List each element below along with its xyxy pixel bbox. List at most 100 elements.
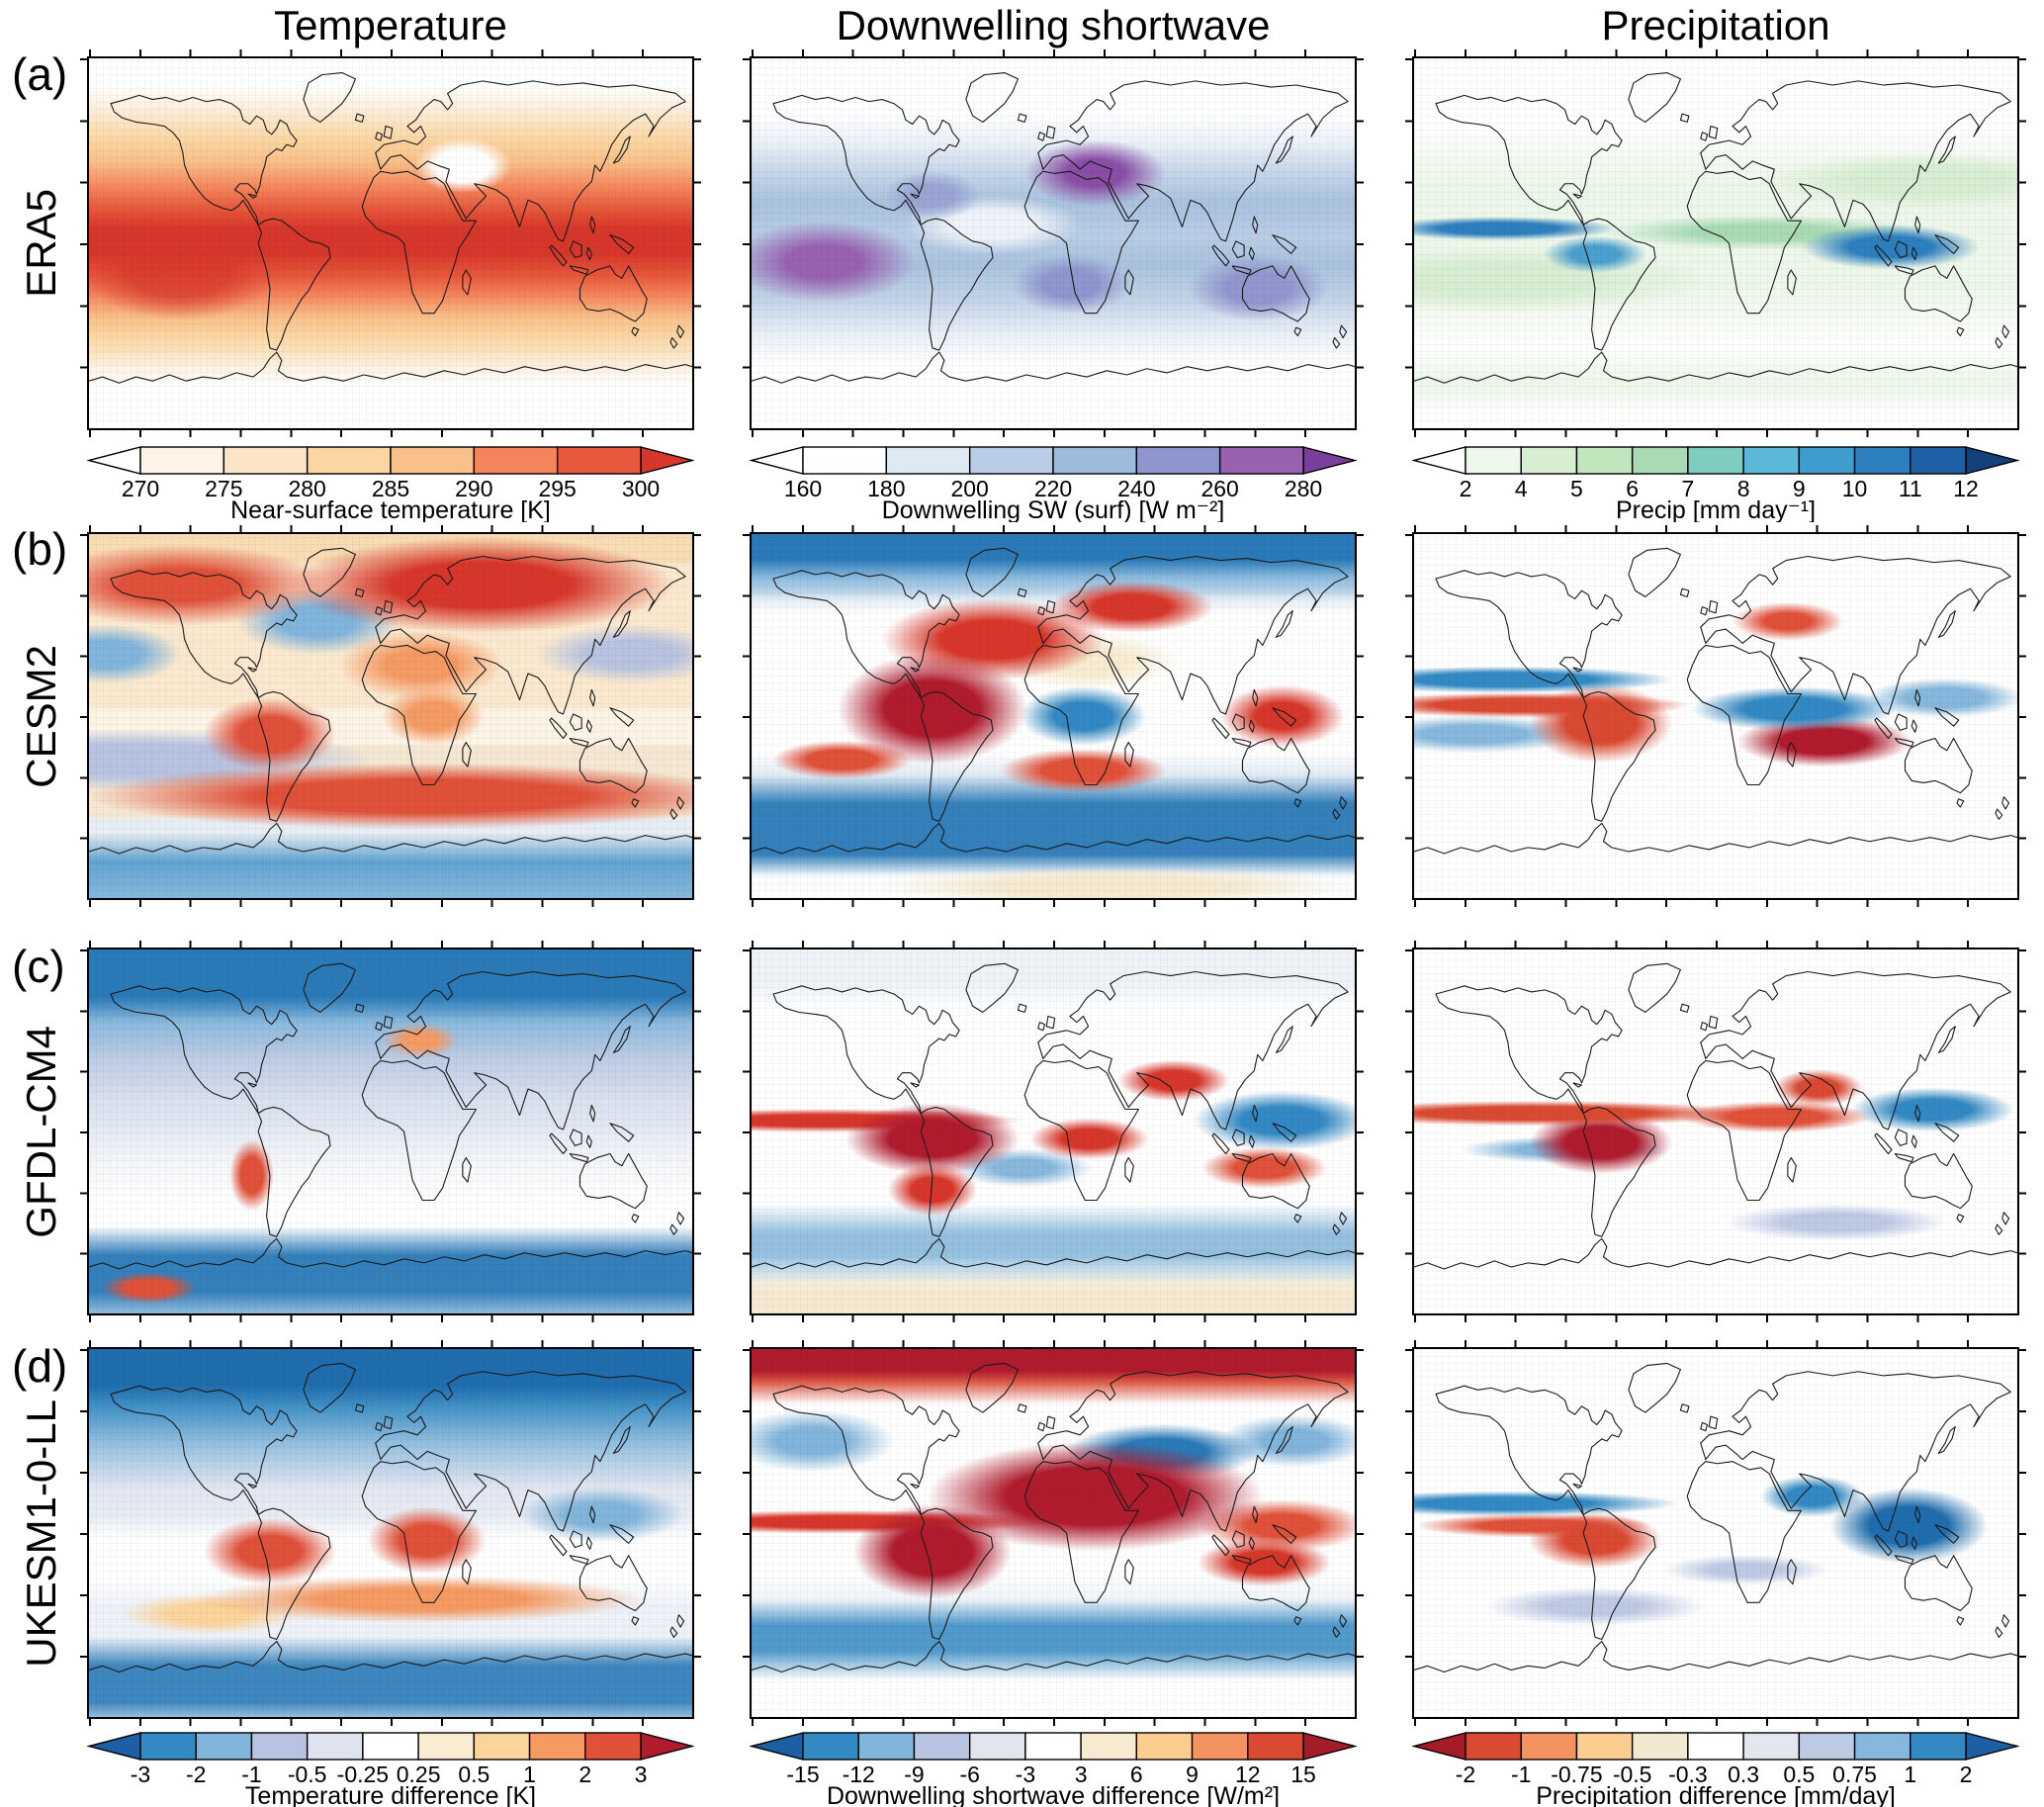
axis-ticks-top <box>1414 941 2017 948</box>
axis-ticks-left <box>1405 58 1412 428</box>
world-coastline <box>1414 1362 2017 1673</box>
field-cesm2-precipitation-diff <box>1414 534 2017 898</box>
svg-text:-0.5: -0.5 <box>1613 1762 1652 1787</box>
svg-text:270: 270 <box>122 476 159 501</box>
svg-text:-15: -15 <box>786 1762 819 1787</box>
axis-ticks-left <box>80 58 87 428</box>
svg-text:4: 4 <box>1515 476 1528 501</box>
colorbar-near-surface-temperature: 270 275 280 285 290 295 300 Near-surface temper… <box>86 443 695 524</box>
world-coastline <box>89 547 692 856</box>
svg-text:Downwelling SW (surf) [W m⁻²]: Downwelling SW (surf) [W m⁻²] <box>882 497 1225 522</box>
axis-ticks-top <box>752 525 1355 532</box>
svg-text:160: 160 <box>784 476 822 501</box>
column-title-precipitation: Precipitation <box>1601 2 1830 48</box>
axis-ticks-bottom <box>89 1719 692 1726</box>
svg-text:1: 1 <box>523 1762 536 1787</box>
axis-ticks-right <box>694 534 701 898</box>
axis-ticks-top <box>1414 49 2017 56</box>
field-gfdl-cm4-shortwave-diff <box>752 949 1355 1313</box>
row-label-ukesm1-0-ll: UKESM1-0-LL <box>18 1399 64 1668</box>
svg-text:9: 9 <box>1186 1762 1199 1787</box>
map-cesm2-shortwave-diff <box>743 525 1364 907</box>
svg-text:-2: -2 <box>1456 1762 1475 1787</box>
svg-text:3: 3 <box>1075 1762 1088 1787</box>
svg-text:0.5: 0.5 <box>458 1762 489 1787</box>
panel-letter-a: (a) <box>12 48 68 100</box>
colorbar-shortwave-difference: -15 -12 -9 -6 -3 3 6 9 12 15 Downwelling shortwave… <box>749 1729 1358 1807</box>
svg-text:8: 8 <box>1737 476 1750 501</box>
svg-text:Precipitation difference [mm/d: Precipitation difference [mm/day] <box>1536 1782 1896 1807</box>
axis-ticks-bottom <box>1414 1719 2017 1726</box>
svg-text:-12: -12 <box>843 1762 875 1787</box>
field-gfdl-cm4-temperature-diff <box>89 949 692 1313</box>
svg-text:0.25: 0.25 <box>397 1762 441 1787</box>
row-label-era5: ERA5 <box>18 189 64 298</box>
svg-text:5: 5 <box>1570 476 1583 501</box>
svg-text:275: 275 <box>205 476 242 501</box>
svg-text:290: 290 <box>455 476 492 501</box>
svg-text:220: 220 <box>1034 476 1072 501</box>
axis-ticks-left <box>743 949 750 1313</box>
axis-ticks-left <box>743 534 750 898</box>
axis-ticks-right <box>2019 58 2026 428</box>
axis-ticks-bottom <box>89 1315 692 1322</box>
axis-ticks-left <box>80 949 87 1313</box>
svg-text:260: 260 <box>1200 476 1238 501</box>
field-era5-precipitation <box>1414 58 2017 428</box>
svg-text:7: 7 <box>1681 476 1694 501</box>
svg-text:295: 295 <box>538 476 576 501</box>
world-coastline <box>1414 962 2017 1271</box>
axis-ticks-right <box>694 58 701 428</box>
svg-text:Downwelling shortwave differen: Downwelling shortwave difference [W/m²] <box>827 1782 1280 1807</box>
svg-text:280: 280 <box>288 476 325 501</box>
svg-text:-1: -1 <box>1511 1762 1531 1787</box>
field-era5-downwelling-shortwave <box>752 58 1355 428</box>
svg-text:Precip [mm day⁻¹]: Precip [mm day⁻¹] <box>1616 497 1816 522</box>
svg-text:6: 6 <box>1130 1762 1143 1787</box>
panel-letter-b: (b) <box>12 523 68 575</box>
svg-text:-2: -2 <box>186 1762 206 1787</box>
axis-ticks-bottom <box>752 430 1355 437</box>
axis-ticks-bottom <box>752 1315 1355 1322</box>
field-ukesm-temperature-diff <box>89 1349 692 1717</box>
axis-ticks-bottom <box>1414 1315 2017 1322</box>
svg-text:0.3: 0.3 <box>1728 1762 1759 1787</box>
svg-text:11: 11 <box>1899 476 1922 501</box>
axis-ticks-top <box>752 49 1355 56</box>
svg-text:1: 1 <box>1904 1762 1916 1787</box>
axis-ticks-top <box>1414 1340 2017 1347</box>
map-era5-downwelling-shortwave <box>743 49 1364 437</box>
axis-ticks-right <box>694 1349 701 1717</box>
colorbar-downwelling-sw: 160 180 200 220 240 260 280 Downwelling SW (sur… <box>749 443 1358 524</box>
svg-text:Temperature difference [K]: Temperature difference [K] <box>245 1782 536 1807</box>
svg-text:-3: -3 <box>131 1762 150 1787</box>
field-gfdl-cm4-precipitation-diff <box>1414 949 2017 1313</box>
field-cesm2-shortwave-diff <box>752 534 1355 898</box>
world-coastline <box>1414 547 2017 856</box>
svg-text:-9: -9 <box>904 1762 924 1787</box>
svg-text:12: 12 <box>1953 476 1979 501</box>
svg-text:200: 200 <box>950 476 988 501</box>
svg-text:6: 6 <box>1626 476 1639 501</box>
world-coastline <box>752 1362 1355 1673</box>
axis-ticks-top <box>1414 525 2017 532</box>
map-cesm2-precipitation-diff <box>1405 525 2026 907</box>
world-coastline <box>752 962 1355 1271</box>
column-title-temperature: Temperature <box>274 2 507 48</box>
colorbar-precip: 2 4 5 6 7 8 9 10 11 12 Precip [mm day⁻¹] <box>1411 443 2020 524</box>
axis-ticks-right <box>1357 1349 1364 1717</box>
svg-text:15: 15 <box>1290 1762 1316 1787</box>
svg-text:285: 285 <box>372 476 409 501</box>
row-label-gfdl-cm4: GFDL-CM4 <box>18 1025 64 1238</box>
world-coastline <box>752 547 1355 856</box>
axis-ticks-left <box>743 58 750 428</box>
svg-text:2: 2 <box>1460 476 1472 501</box>
axis-ticks-left <box>743 1349 750 1717</box>
colorbar-temperature-difference: -3 -2 -1 -0.5 -0.25 0.25 0.5 1 2 3 Temperature dif… <box>86 1729 695 1807</box>
axis-ticks-bottom <box>1414 430 2017 437</box>
world-coastline <box>89 1362 692 1673</box>
svg-text:10: 10 <box>1842 476 1868 501</box>
axis-ticks-left <box>1405 949 1412 1313</box>
svg-text:180: 180 <box>867 476 905 501</box>
svg-text:0.5: 0.5 <box>1783 1762 1815 1787</box>
